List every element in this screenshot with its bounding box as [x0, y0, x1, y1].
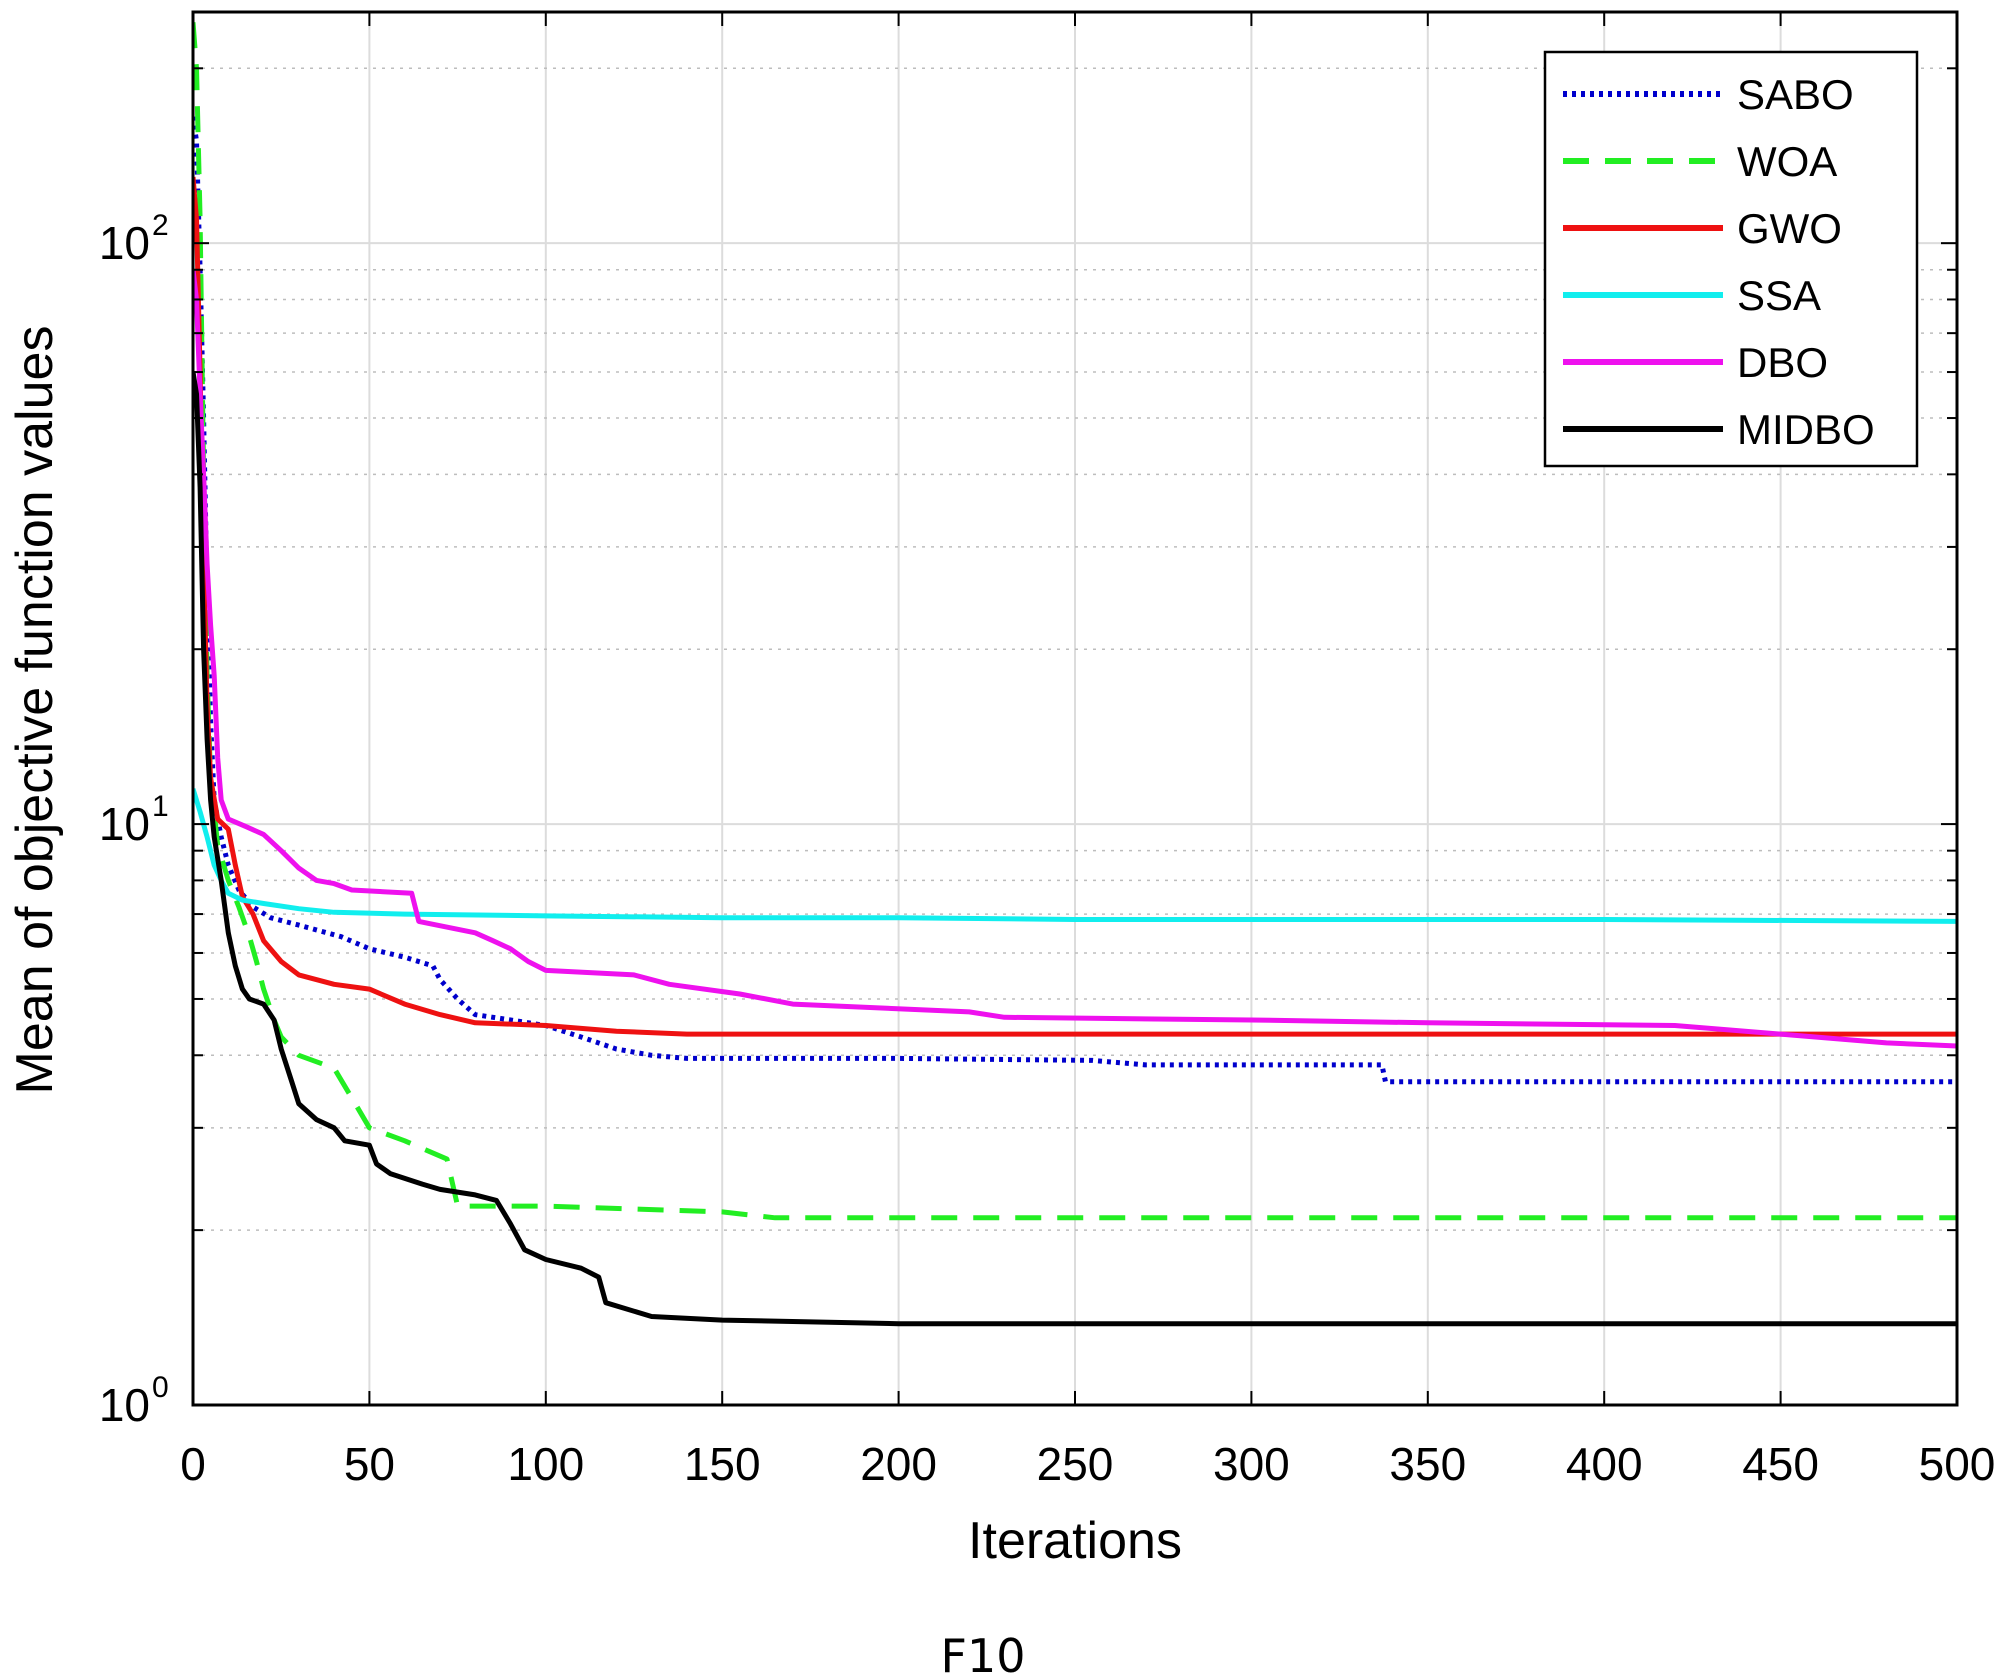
legend-label-ssa: SSA: [1737, 272, 1821, 319]
x-tick-label: 250: [1037, 1438, 1114, 1490]
legend-label-midbo: MIDBO: [1737, 406, 1875, 453]
y-tick-label: 10: [99, 217, 150, 269]
y-tick-exponent: 1: [152, 790, 169, 823]
series-line-ssa: [193, 788, 1957, 924]
y-tick-exponent: 0: [152, 1371, 169, 1404]
x-tick-label: 450: [1742, 1438, 1819, 1490]
legend-label-sabo: SABO: [1737, 71, 1854, 118]
legend: SABO WOA GWO SSA DBO MIDBO: [1543, 50, 1919, 468]
x-tick-label: 150: [684, 1438, 761, 1490]
x-tick-label: 200: [860, 1438, 937, 1490]
x-tick-label: 50: [344, 1438, 395, 1490]
legend-label-woa: WOA: [1737, 138, 1837, 185]
x-tick-label: 500: [1919, 1438, 1996, 1490]
legend-label-dbo: DBO: [1737, 339, 1828, 386]
x-tick-label: 0: [180, 1438, 206, 1490]
y-tick-label: 10: [99, 1379, 150, 1431]
figure-caption: F10: [941, 1629, 1026, 1676]
x-axis-label: Iterations: [968, 1512, 1182, 1570]
x-tick-label: 300: [1213, 1438, 1290, 1490]
series-line-dbo: [193, 269, 1957, 1049]
x-tick-label: 100: [507, 1438, 584, 1490]
legend-label-gwo: GWO: [1737, 205, 1842, 252]
x-tick-label: 350: [1389, 1438, 1466, 1490]
x-tick-label: 400: [1566, 1438, 1643, 1490]
y-axis-label: Mean of objective function values: [6, 326, 64, 1095]
y-tick-label: 10: [99, 798, 150, 850]
series-line-sabo: [193, 116, 1957, 1085]
series-group: [193, 22, 1957, 1327]
series-line-midbo: [193, 371, 1957, 1327]
y-tick-exponent: 2: [152, 209, 169, 242]
legend-box: [1543, 50, 1919, 468]
